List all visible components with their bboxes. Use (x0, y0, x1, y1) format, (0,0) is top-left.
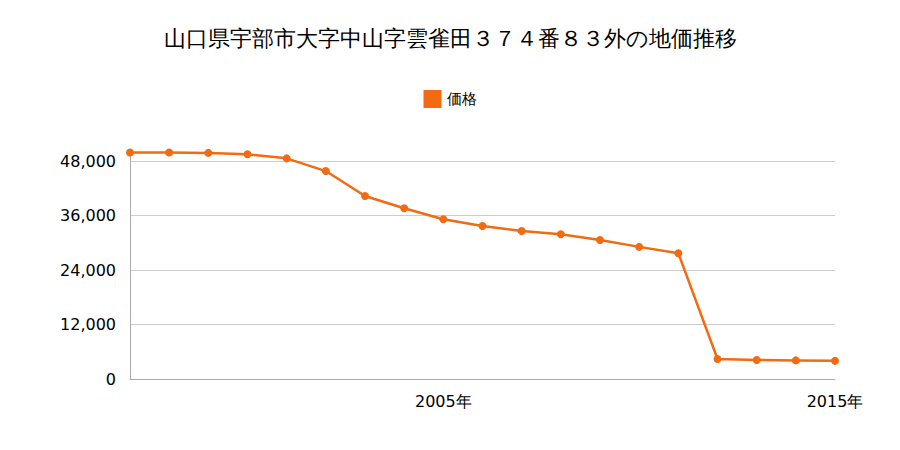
svg-text:2005年: 2005年 (415, 392, 472, 411)
svg-text:山口県宇部市大字中山字雲雀田３７４番８３外の地価推移: 山口県宇部市大字中山字雲雀田３７４番８３外の地価推移 (164, 26, 737, 51)
svg-text:2015年: 2015年 (807, 392, 864, 411)
svg-text:価格: 価格 (447, 90, 477, 108)
svg-text:48,000: 48,000 (60, 152, 116, 171)
svg-text:0: 0 (106, 370, 116, 389)
svg-text:12,000: 12,000 (60, 315, 116, 334)
svg-text:24,000: 24,000 (60, 261, 116, 280)
svg-text:36,000: 36,000 (60, 206, 116, 225)
